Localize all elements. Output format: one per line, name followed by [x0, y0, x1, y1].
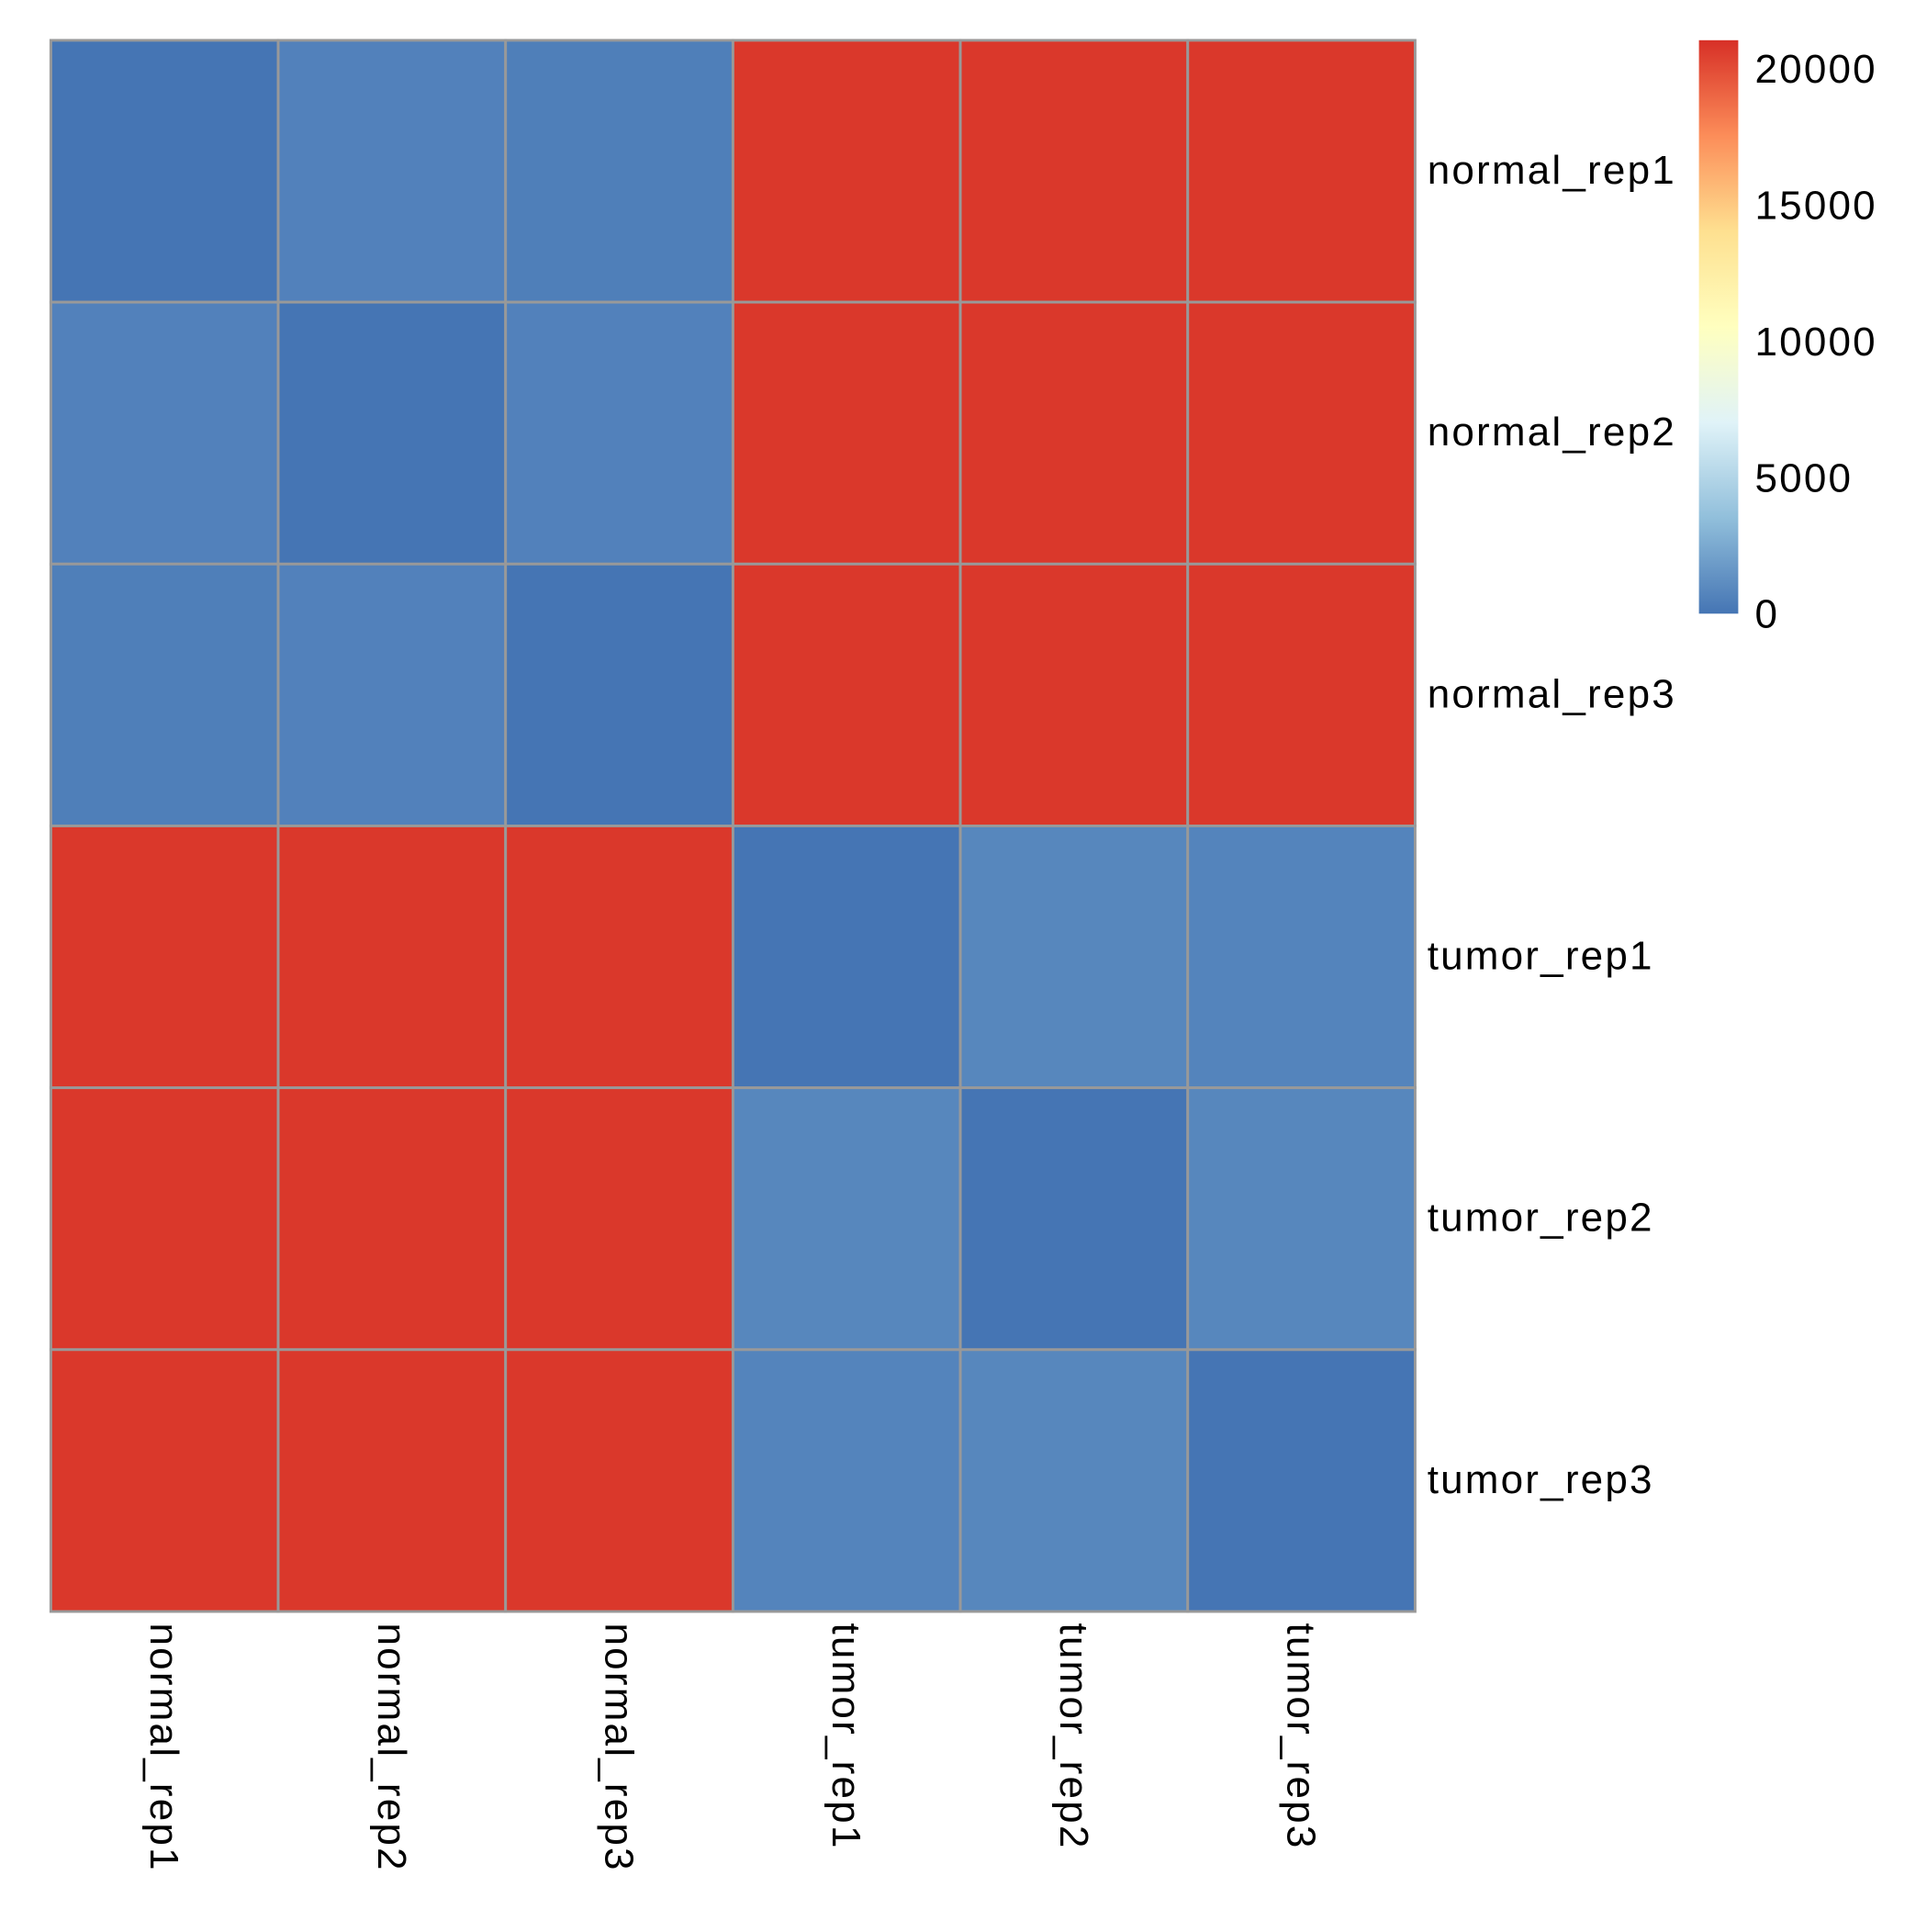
svg-text:0: 0: [1755, 592, 1780, 637]
svg-text:tumor_rep3: tumor_rep3: [1279, 1623, 1324, 1850]
svg-text:normal_rep3: normal_rep3: [597, 1623, 642, 1872]
svg-text:10000: 10000: [1755, 320, 1877, 365]
svg-text:15000: 15000: [1755, 183, 1877, 228]
svg-text:tumor_rep2: tumor_rep2: [1051, 1623, 1096, 1850]
svg-text:tumor_rep2: tumor_rep2: [1428, 1196, 1654, 1241]
svg-text:normal_rep3: normal_rep3: [1428, 671, 1676, 716]
svg-text:20000: 20000: [1755, 47, 1877, 92]
svg-text:normal_rep1: normal_rep1: [1428, 148, 1676, 193]
svg-text:normal_rep2: normal_rep2: [369, 1623, 414, 1872]
svg-text:tumor_rep1: tumor_rep1: [1428, 934, 1654, 979]
svg-text:tumor_rep1: tumor_rep1: [823, 1623, 868, 1850]
svg-text:normal_rep2: normal_rep2: [1428, 410, 1676, 455]
svg-text:5000: 5000: [1755, 455, 1854, 500]
svg-text:normal_rep1: normal_rep1: [141, 1623, 186, 1872]
svg-text:tumor_rep3: tumor_rep3: [1428, 1457, 1654, 1502]
